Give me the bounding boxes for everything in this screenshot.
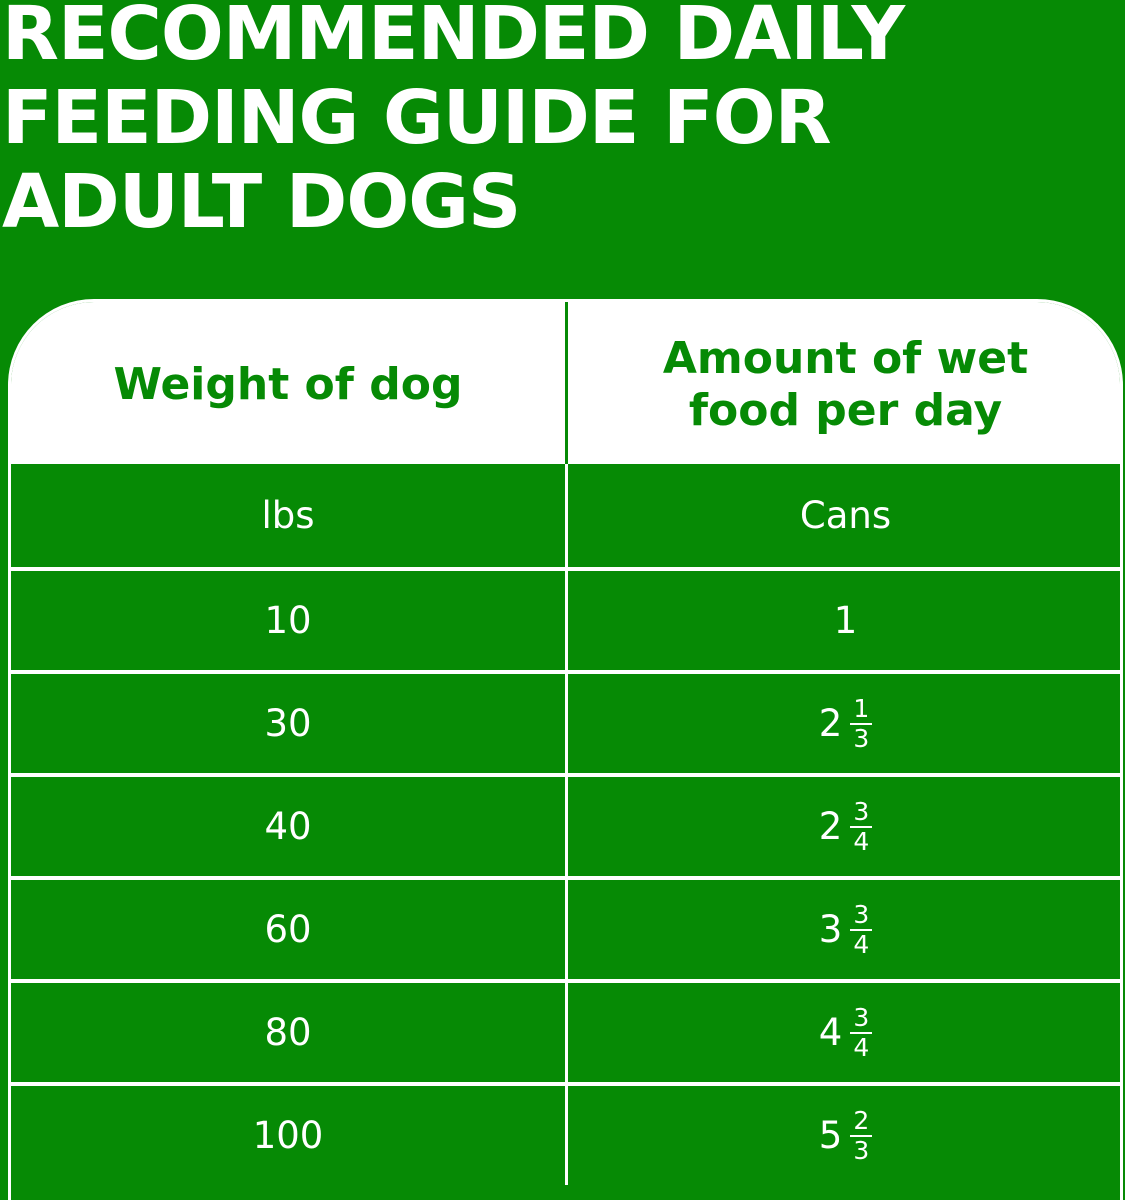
column-divider [565,1086,568,1185]
units-row: lbs Cans [11,464,1120,567]
fraction-denominator: 4 [853,929,870,959]
fraction-bar [850,722,873,725]
weight-cell: 10 [264,599,312,642]
fraction-denominator: 4 [853,826,870,856]
unit-weight: lbs [261,494,315,537]
fraction-numerator: 3 [853,899,870,929]
weight-cell: 60 [264,908,312,951]
cans-whole: 3 [818,908,843,951]
fraction-denominator: 3 [853,723,870,753]
cans-whole: 2 [818,702,843,745]
fraction-bar [850,928,873,931]
fraction-numerator: 1 [853,693,870,723]
column-divider [565,880,568,979]
weight-cell: 80 [264,1011,312,1054]
cans-whole: 1 [833,599,858,642]
unit-amount: Cans [799,494,892,537]
table-row: 80 4 3 4 [11,979,1120,1082]
fraction-bar [850,1134,873,1137]
table-row: 40 2 3 4 [11,773,1120,876]
feeding-guide-table: Weight of dog Amount of wet food per day… [8,299,1123,1200]
header-divider [565,302,568,464]
table-body: lbs Cans 10 1 30 2 1 3 40 2 3 4 60 3 3 4 80 4 3 4 100 5 2 3 [11,464,1120,1185]
fraction-bar [850,1031,873,1034]
fraction-bar [850,825,873,828]
title-line-3: ADULT DOGS [2,159,521,245]
column-divider [565,983,568,1082]
cans-cell: 1 [568,571,1120,670]
fraction-numerator: 3 [853,1002,870,1032]
fraction-numerator: 3 [853,796,870,826]
header-amount-of-wet-food: Amount of wet food per day [568,302,1120,464]
table-row: 30 2 1 3 [11,670,1120,773]
column-divider [565,464,568,567]
fraction-numerator: 2 [853,1105,870,1135]
header-weight-of-dog: Weight of dog [113,359,463,410]
fraction-denominator: 4 [853,1032,870,1062]
page-title: RECOMMENDED DAILY FEEDING GUIDE FOR ADUL… [2,0,905,245]
weight-cell: 30 [264,702,312,745]
title-line-2: FEEDING GUIDE FOR [2,75,832,161]
table-row: 10 1 [11,567,1120,670]
title-line-1: RECOMMENDED DAILY [2,0,905,77]
header-amount-line-2: food per day [688,385,1003,436]
table-row: 100 5 2 3 [11,1082,1120,1185]
weight-cell: 100 [252,1114,324,1157]
table-row: 60 3 3 4 [11,876,1120,979]
table-header-row: Weight of dog Amount of wet food per day [11,302,1120,464]
cans-whole: 2 [818,805,843,848]
column-divider [565,571,568,670]
column-divider [565,777,568,876]
header-amount-line-1: Amount of wet [662,333,1029,384]
fraction-denominator: 3 [853,1135,870,1165]
column-divider [565,674,568,773]
weight-cell: 40 [264,805,312,848]
cans-whole: 5 [818,1114,843,1157]
cans-whole: 4 [818,1011,843,1054]
